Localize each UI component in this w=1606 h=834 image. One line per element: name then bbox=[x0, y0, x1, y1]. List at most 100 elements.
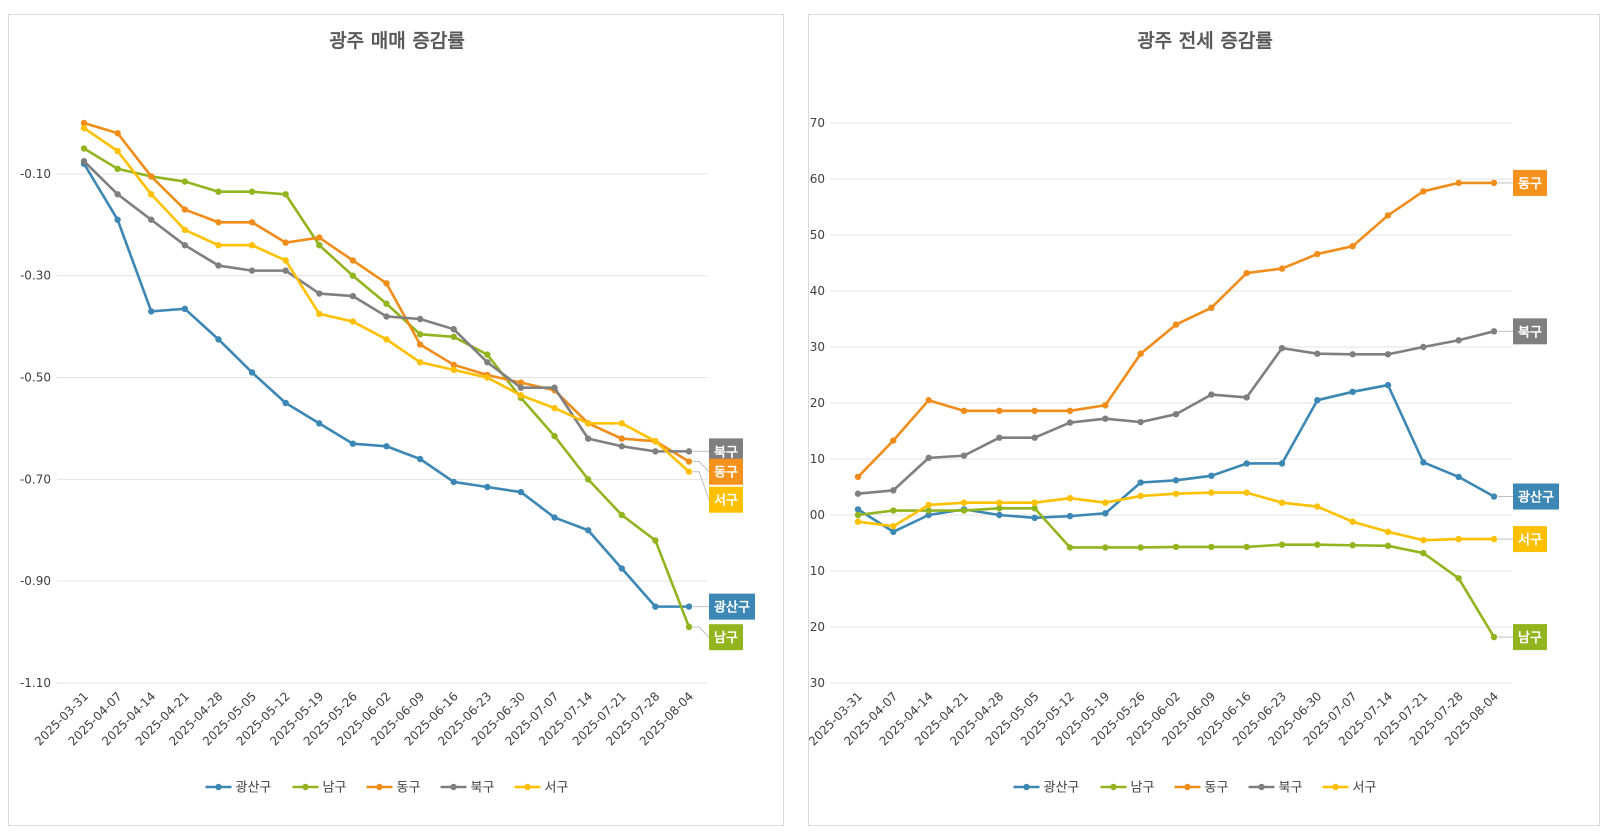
data-point bbox=[1278, 499, 1286, 506]
data-point bbox=[1314, 541, 1321, 548]
data-point bbox=[181, 305, 189, 313]
data-point bbox=[1137, 544, 1144, 551]
data-point bbox=[484, 351, 491, 358]
data-point bbox=[854, 490, 862, 497]
data-point bbox=[316, 234, 323, 241]
data-point bbox=[1455, 473, 1462, 481]
data-point bbox=[854, 518, 862, 525]
jeonse-change-chart: 광주 전세 증감률 0.70 0.60 0.50 0.40 0.30 0.20 0.10 0.… bbox=[809, 30, 1559, 796]
legend-label: 북구 bbox=[1279, 781, 1303, 796]
data-point bbox=[1420, 188, 1427, 195]
legend-marker bbox=[376, 783, 383, 791]
data-point bbox=[80, 145, 88, 152]
legend-item: 남구 bbox=[292, 781, 347, 796]
end-label: 북구 bbox=[1518, 325, 1542, 340]
data-point bbox=[416, 455, 424, 463]
data-point bbox=[1137, 350, 1144, 357]
data-point bbox=[80, 124, 88, 132]
y-tick-label: -0.50 bbox=[20, 371, 51, 385]
legend-item: 광산구 bbox=[205, 781, 271, 796]
legend-label: 동구 bbox=[397, 781, 421, 796]
data-point bbox=[1066, 419, 1074, 426]
data-point bbox=[618, 511, 625, 519]
data-point bbox=[996, 499, 1003, 506]
legend-marker bbox=[524, 783, 531, 791]
data-point bbox=[181, 241, 189, 249]
y-tick-label: -0.10 bbox=[20, 167, 51, 181]
legend-label: 광산구 bbox=[1044, 781, 1080, 796]
data-point bbox=[584, 420, 592, 427]
y-tick-label: -0.10 bbox=[809, 564, 825, 578]
data-point bbox=[1490, 179, 1498, 187]
data-point bbox=[1349, 243, 1356, 250]
legend-item: 서구 bbox=[514, 781, 568, 796]
data-point bbox=[215, 188, 222, 195]
series-line bbox=[857, 491, 1494, 542]
data-point bbox=[685, 448, 693, 455]
data-point bbox=[1031, 514, 1038, 521]
end-label-box bbox=[1513, 526, 1547, 553]
y-tick-label: -0.30 bbox=[20, 269, 51, 283]
data-point bbox=[517, 379, 525, 386]
data-point bbox=[1031, 499, 1038, 506]
data-point bbox=[484, 374, 491, 381]
data-point bbox=[1490, 535, 1498, 543]
data-point bbox=[215, 241, 222, 249]
data-point bbox=[1490, 328, 1498, 335]
data-point bbox=[1102, 510, 1109, 517]
data-point bbox=[960, 407, 968, 415]
data-point bbox=[1420, 549, 1427, 557]
data-point bbox=[925, 501, 932, 509]
sale-change-chart: 광주 매매 증감률 -0.10 -0.30 -0.50 -0.70 -0.90 -1.10… bbox=[20, 30, 755, 796]
data-point bbox=[1243, 543, 1250, 551]
data-point bbox=[1243, 394, 1250, 401]
data-point bbox=[416, 341, 424, 348]
end-label-leader bbox=[693, 461, 710, 473]
data-point bbox=[248, 267, 256, 274]
data-point bbox=[1208, 391, 1215, 398]
data-point bbox=[349, 257, 357, 264]
data-point bbox=[282, 257, 289, 264]
data-point bbox=[584, 476, 592, 483]
end-label-box bbox=[1513, 169, 1547, 196]
data-point bbox=[383, 313, 390, 320]
data-point bbox=[1314, 397, 1321, 404]
data-point bbox=[1102, 402, 1109, 409]
data-point bbox=[1172, 477, 1180, 484]
data-point bbox=[316, 310, 323, 318]
data-point bbox=[416, 331, 424, 338]
data-point bbox=[1172, 543, 1180, 551]
data-point bbox=[1314, 350, 1321, 357]
data-point bbox=[618, 565, 625, 572]
end-label: 서구 bbox=[714, 494, 738, 509]
data-point bbox=[890, 523, 897, 530]
data-point bbox=[215, 336, 222, 343]
chart-title: 광주 매매 증감률 bbox=[329, 30, 465, 52]
legend-label: 남구 bbox=[1131, 781, 1155, 796]
data-point bbox=[316, 420, 323, 427]
legend-label: 남구 bbox=[323, 781, 347, 796]
jeonse-change-chart-panel: 광주 전세 증감률 0.70 0.60 0.50 0.40 0.30 0.20 0.10 0.… bbox=[808, 14, 1600, 826]
data-point bbox=[996, 407, 1003, 415]
data-point bbox=[1172, 321, 1180, 328]
data-point bbox=[1455, 575, 1462, 582]
data-point bbox=[416, 315, 424, 323]
y-tick-label: 0.60 bbox=[809, 172, 825, 186]
data-point bbox=[383, 336, 390, 343]
data-point bbox=[181, 178, 189, 185]
data-point bbox=[148, 308, 155, 315]
legend-item: 북구 bbox=[440, 781, 494, 796]
legend-item: 동구 bbox=[1174, 781, 1228, 796]
data-point bbox=[181, 206, 189, 213]
data-point bbox=[450, 366, 457, 374]
data-point bbox=[925, 454, 932, 462]
end-label: 남구 bbox=[714, 630, 738, 646]
data-point bbox=[114, 147, 121, 155]
legend-marker bbox=[302, 783, 309, 791]
end-label-box bbox=[1513, 483, 1559, 510]
data-point bbox=[1384, 542, 1392, 549]
data-point bbox=[148, 191, 155, 198]
data-point bbox=[1490, 633, 1498, 641]
data-point bbox=[685, 468, 693, 475]
y-tick-label: 0.70 bbox=[809, 116, 825, 130]
